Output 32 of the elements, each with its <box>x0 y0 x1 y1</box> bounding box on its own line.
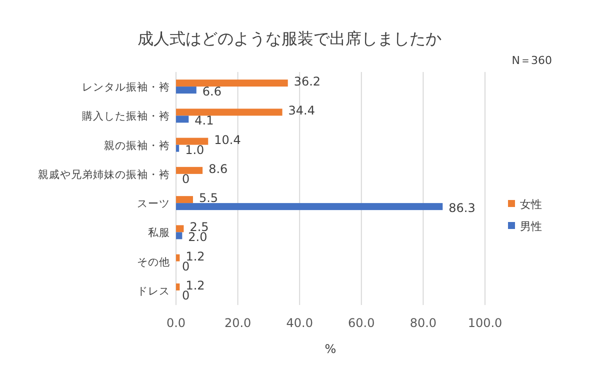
ytick: 親の振袖・袴 <box>104 140 170 152</box>
data-label: 0 <box>182 259 190 274</box>
xtick: 0.0 <box>166 316 186 330</box>
data-label: 6.6 <box>202 84 222 99</box>
data-label: 1.0 <box>185 142 204 157</box>
data-label: 5.5 <box>199 191 218 206</box>
ytick: ドレス <box>137 285 170 298</box>
ytick: 購入した振袖・袴 <box>82 110 170 123</box>
xtick: 20.0 <box>224 316 252 330</box>
data-label: 0 <box>182 172 190 186</box>
xtick: 60.0 <box>348 316 375 330</box>
data-label: 8.6 <box>208 162 228 176</box>
title: 成人式はどのような服装で出席しましたか <box>138 29 442 48</box>
data-label: 36.2 <box>294 74 321 89</box>
xlabel: % <box>324 342 336 356</box>
data-label: 34.4 <box>288 104 316 118</box>
ytick: スーツ <box>137 198 170 210</box>
ytick: 親戚や兄弟姉妹の振袖・袴 <box>38 168 170 181</box>
xtick: 40.0 <box>286 316 313 330</box>
data-label: 2.0 <box>188 230 208 244</box>
data-label: 10.4 <box>214 132 241 147</box>
data-label: 0 <box>182 288 190 302</box>
data-label: 86.3 <box>448 201 476 216</box>
legend: 男性 <box>520 220 542 233</box>
ytick: レンタル振袖・袴 <box>82 82 170 94</box>
data-label: 4.1 <box>194 114 214 128</box>
xtick: 80.0 <box>410 316 437 330</box>
legend: 女性 <box>520 198 542 211</box>
ytick: 私服 <box>148 227 170 240</box>
annotation: N＝360 <box>512 54 552 67</box>
xtick: 100.0 <box>468 316 502 330</box>
ytick: その他 <box>137 256 170 268</box>
